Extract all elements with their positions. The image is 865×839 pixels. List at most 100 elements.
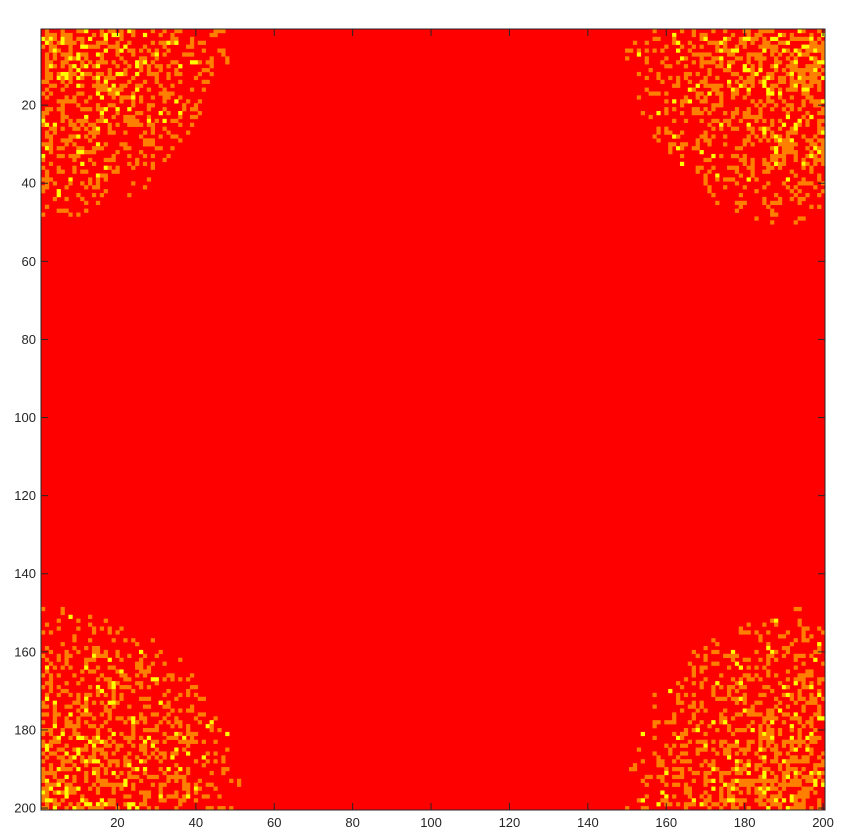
heatmap-cell: [703, 677, 708, 682]
heatmap-cell: [127, 763, 132, 768]
heatmap-cell: [64, 40, 69, 45]
heatmap-cell: [711, 83, 716, 88]
heatmap-cell: [95, 64, 101, 69]
heatmap-cell: [766, 661, 771, 666]
heatmap-cell: [770, 618, 775, 623]
heatmap-cell: [719, 806, 724, 811]
heatmap-cell: [754, 665, 759, 670]
heatmap-cell: [727, 48, 732, 53]
heatmap-cell: [730, 794, 736, 799]
heatmap-cell: [789, 642, 794, 647]
heatmap-cell: [189, 107, 195, 112]
heatmap-cell: [734, 798, 740, 803]
heatmap-cell: [186, 782, 191, 787]
heatmap-cell: [801, 161, 806, 166]
heatmap-cell: [699, 739, 704, 744]
heatmap-cell: [150, 153, 155, 159]
heatmap-cell: [189, 685, 195, 690]
heatmap-cell: [817, 642, 822, 647]
heatmap-cell: [52, 83, 57, 88]
heatmap-cell: [770, 122, 775, 127]
heatmap-cell: [201, 40, 206, 45]
heatmap-cell: [44, 68, 50, 73]
heatmap-cell: [754, 36, 759, 42]
heatmap-cell: [80, 169, 85, 174]
heatmap-cell: [813, 161, 818, 166]
heatmap-cell: [72, 165, 77, 170]
heatmap-cell: [711, 107, 716, 112]
heatmap-cell: [107, 87, 112, 92]
heatmap-cell: [727, 665, 732, 670]
heatmap-cell: [146, 735, 152, 741]
heatmap-cell: [730, 653, 736, 659]
heatmap-plot-area: [41, 29, 826, 811]
heatmap-cell: [119, 142, 124, 147]
heatmap-cell: [166, 688, 171, 694]
heatmap-cell: [123, 755, 128, 760]
heatmap-cell: [738, 770, 743, 776]
heatmap-cell: [123, 83, 128, 88]
heatmap-cell: [115, 52, 120, 57]
heatmap-cell: [742, 161, 747, 166]
heatmap-cell: [774, 743, 779, 748]
heatmap-cell: [68, 782, 73, 787]
heatmap-cell: [695, 91, 700, 96]
heatmap-cell: [84, 743, 89, 748]
heatmap-cell: [68, 212, 73, 217]
heatmap-cell: [68, 36, 73, 42]
heatmap-cell: [68, 755, 73, 760]
heatmap-cell: [699, 52, 704, 57]
heatmap-cell: [734, 146, 740, 151]
heatmap-cell: [158, 782, 163, 787]
heatmap-cell: [683, 786, 689, 791]
heatmap-cell: [72, 56, 77, 61]
heatmap-cell: [703, 138, 708, 143]
heatmap-cell: [793, 802, 798, 807]
heatmap-cell: [789, 95, 794, 100]
heatmap-cell: [781, 692, 787, 698]
heatmap-cell: [734, 778, 740, 783]
heatmap-cell: [766, 87, 771, 92]
heatmap-cell: [785, 806, 791, 811]
heatmap-cell: [131, 165, 136, 170]
heatmap-cell: [801, 87, 806, 92]
y-tick-label: 100: [14, 410, 36, 425]
heatmap-cell: [64, 208, 69, 213]
heatmap-cell: [60, 759, 65, 764]
heatmap-cell: [111, 681, 116, 686]
heatmap-cell: [217, 794, 222, 799]
heatmap-cell: [68, 692, 73, 698]
heatmap-cell: [91, 161, 97, 166]
heatmap-cell: [64, 724, 69, 729]
heatmap-cell: [76, 735, 81, 741]
heatmap-cell: [170, 60, 175, 65]
heatmap-cell: [103, 770, 108, 776]
heatmap-cell: [762, 196, 767, 202]
heatmap-cell: [60, 610, 65, 616]
heatmap-cell: [707, 770, 712, 776]
heatmap-cell: [821, 716, 826, 721]
heatmap-cell: [719, 673, 724, 678]
heatmap-cell: [146, 728, 152, 733]
heatmap-cell: [76, 126, 81, 131]
heatmap-cell: [734, 681, 740, 686]
heatmap-cell: [103, 177, 108, 182]
heatmap-cell: [727, 790, 732, 795]
heatmap-cell: [119, 770, 124, 776]
heatmap-cell: [56, 169, 61, 174]
heatmap-cell: [805, 638, 810, 643]
heatmap-cell: [801, 704, 806, 709]
heatmap-cell: [785, 692, 791, 698]
heatmap-cell: [139, 649, 144, 655]
heatmap-cell: [107, 630, 112, 635]
heatmap-cell: [809, 700, 814, 705]
heatmap-cell: [691, 649, 696, 655]
heatmap-cell: [758, 712, 763, 717]
heatmap-cell: [154, 79, 159, 84]
heatmap-cell: [746, 747, 751, 752]
heatmap-cell: [170, 735, 175, 741]
heatmap-cell: [734, 712, 740, 717]
heatmap-cell: [707, 122, 712, 127]
heatmap-cell: [809, 770, 814, 776]
heatmap-cell: [774, 657, 779, 662]
